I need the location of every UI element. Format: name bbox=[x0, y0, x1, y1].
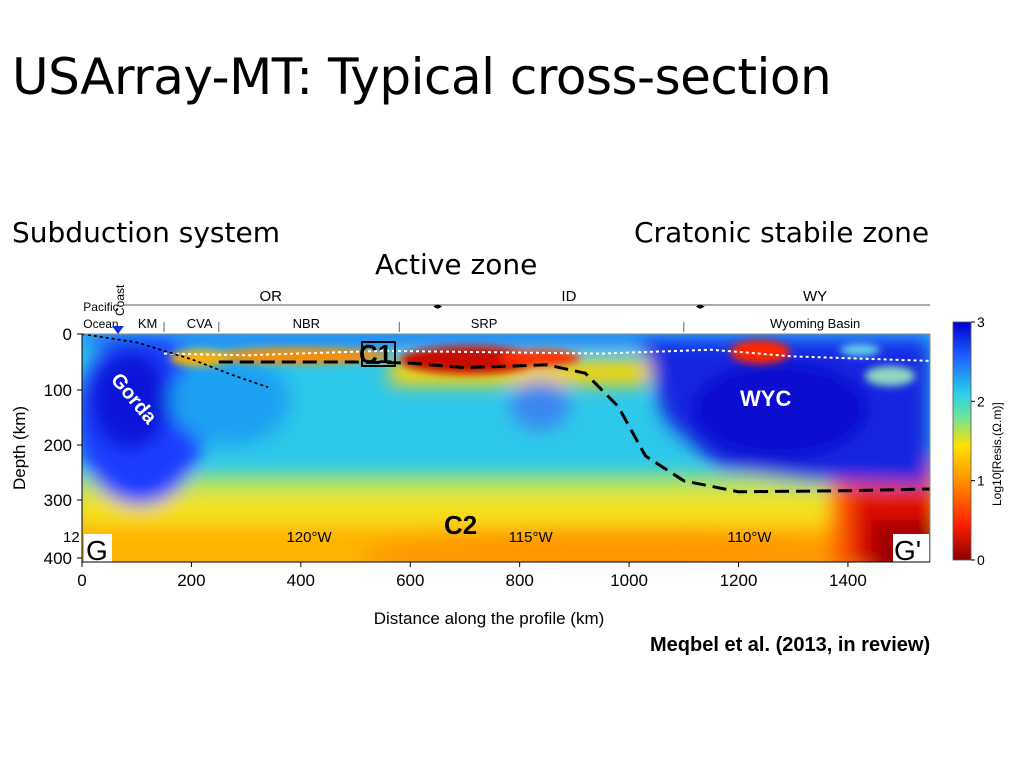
state-separator-icon: ◂▸ bbox=[433, 301, 443, 311]
annotation-wyc: WYC bbox=[740, 386, 791, 411]
x-tick-label: 1200 bbox=[720, 571, 758, 590]
subtitle-active-zone: Active zone bbox=[375, 248, 538, 281]
slide-title: USArray-MT: Typical cross-section bbox=[12, 48, 832, 106]
province-label-ocean: Ocean bbox=[83, 317, 118, 331]
y-axis: 0 100 200 300 400 bbox=[44, 325, 83, 568]
resistivity-model bbox=[82, 334, 930, 562]
resistivity-cross-section-figure: OR ID ◂▸ WY ◂▸ Pacific Ocean KM CVA NBR SRP Wyomin… bbox=[0, 270, 1024, 640]
province-label-nbr: NBR bbox=[293, 316, 320, 331]
colorbar-tick-label: 1 bbox=[977, 473, 985, 489]
x-tick-label: 400 bbox=[287, 571, 315, 590]
province-labels: Pacific Ocean KM CVA NBR SRP Wyoming Basin bbox=[83, 300, 860, 331]
section-start-box bbox=[84, 534, 112, 562]
subtitle-subduction: Subduction system bbox=[12, 216, 280, 249]
section-end-box bbox=[893, 534, 929, 562]
slab-dotted-line bbox=[81, 333, 269, 389]
x-tick-label: 1000 bbox=[610, 571, 648, 590]
longitude-label: 12 bbox=[63, 529, 80, 546]
moho-dotted-line bbox=[164, 348, 931, 362]
x-axis: 0 200 400 600 800 1000 1200 1400 bbox=[77, 561, 930, 590]
state-labels: OR ID ◂▸ WY ◂▸ bbox=[259, 288, 827, 311]
c1-box bbox=[361, 341, 396, 367]
coast-label: Coast bbox=[113, 284, 127, 316]
province-ticks bbox=[163, 322, 685, 332]
province-label-km: KM bbox=[138, 316, 158, 331]
province-label-wyoming-basin: Wyoming Basin bbox=[770, 316, 860, 331]
section-end-label: G' bbox=[894, 535, 921, 566]
x-axis-title: Distance along the profile (km) bbox=[374, 609, 605, 628]
state-separator-icon: ◂▸ bbox=[696, 301, 706, 311]
y-tick-label: 0 bbox=[63, 325, 72, 344]
longitude-label: 115°W bbox=[509, 529, 554, 546]
citation: Meqbel et al. (2013, in review) bbox=[650, 634, 931, 656]
colorbar-tick-label: 0 bbox=[977, 552, 985, 568]
longitude-label: 120°W bbox=[286, 529, 332, 546]
y-tick-label: 200 bbox=[44, 436, 72, 455]
longitude-labels: 12 120°W 115°W 110°W bbox=[63, 529, 772, 546]
colorbar-tick-label: 2 bbox=[977, 393, 985, 409]
x-tick-label: 800 bbox=[505, 571, 533, 590]
y-axis-title: Depth (km) bbox=[10, 406, 29, 490]
x-tick-label: 600 bbox=[396, 571, 424, 590]
y-tick-label: 300 bbox=[44, 491, 72, 510]
subtitle-cratonic: Cratonic stabile zone bbox=[634, 216, 930, 249]
cross-section-chart: OR ID ◂▸ WY ◂▸ Pacific Ocean KM CVA NBR SRP Wyomin… bbox=[10, 284, 1004, 628]
colorbar bbox=[952, 321, 972, 561]
y-tick-label: 400 bbox=[44, 549, 72, 568]
province-label-srp: SRP bbox=[471, 316, 498, 331]
x-tick-label: 0 bbox=[77, 571, 86, 590]
coast-marker-icon bbox=[112, 326, 124, 334]
annotation-c2: C2 bbox=[444, 510, 477, 540]
colorbar-ticks: 0 1 2 3 bbox=[971, 314, 985, 568]
annotation-c1: C1 bbox=[359, 339, 392, 369]
x-tick-label: 200 bbox=[177, 571, 205, 590]
state-label-wy: WY bbox=[803, 288, 827, 305]
province-label-cva: CVA bbox=[187, 316, 213, 331]
y-tick-label: 100 bbox=[44, 381, 72, 400]
state-label-or: OR bbox=[259, 288, 282, 305]
lab-dashed-line bbox=[218, 360, 931, 494]
province-label-pacific: Pacific bbox=[83, 300, 118, 314]
longitude-label: 110°W bbox=[727, 529, 772, 546]
x-tick-label: 1400 bbox=[829, 571, 867, 590]
colorbar-tick-label: 3 bbox=[977, 314, 985, 330]
section-start-label: G bbox=[86, 535, 108, 566]
colorbar-title: Log10[Resis.(Ω.m)] bbox=[990, 402, 1004, 506]
state-label-id: ID bbox=[561, 288, 576, 305]
